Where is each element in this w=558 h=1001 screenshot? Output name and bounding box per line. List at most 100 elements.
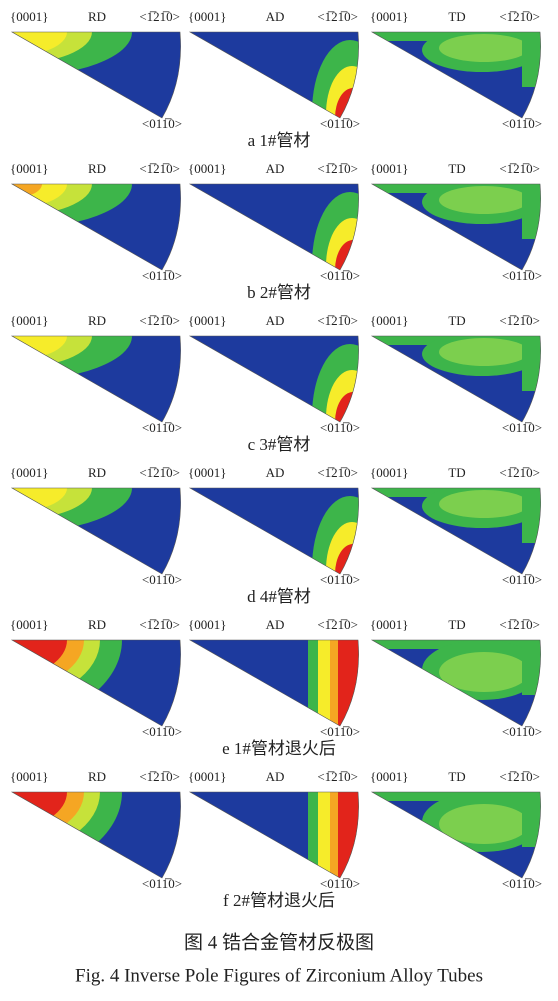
pole-label: {0001} xyxy=(10,9,48,24)
panel-caption: f 2#管材退火后 xyxy=(223,891,335,910)
texture-map xyxy=(372,792,541,878)
bottom-label: <011̅0> xyxy=(142,724,182,739)
texture-zone xyxy=(326,66,359,118)
texture-zone xyxy=(335,544,359,574)
texture-zone xyxy=(522,640,541,695)
pole-label: {0001} xyxy=(188,769,226,784)
wedge-outline xyxy=(370,31,541,119)
texture-zone xyxy=(335,88,359,118)
texture-zone xyxy=(522,336,541,391)
bottom-label: <011̅0> xyxy=(502,724,542,739)
wedge-outline xyxy=(370,639,541,727)
texture-zone xyxy=(338,640,359,726)
bottom-label: <011̅0> xyxy=(502,420,542,435)
figure-caption-zh: 图 4 锆合金管材反极图 xyxy=(184,931,374,953)
wedge-outline xyxy=(10,487,181,575)
top-right-label: <1̅21̅0> xyxy=(317,617,358,632)
texture-map xyxy=(190,640,359,726)
wedge-outline xyxy=(10,639,181,727)
top-right-label: <1̅21̅0> xyxy=(499,313,540,328)
bottom-label: <011̅0> xyxy=(320,268,360,283)
direction-label: TD xyxy=(448,9,465,24)
pole-figure xyxy=(188,791,359,879)
texture-zone xyxy=(12,336,132,381)
top-right-label: <1̅21̅0> xyxy=(317,313,358,328)
pole-label: {0001} xyxy=(188,9,226,24)
texture-zone xyxy=(12,336,67,360)
bottom-label: <011̅0> xyxy=(142,572,182,587)
texture-map xyxy=(190,792,359,878)
wedge-outline xyxy=(188,639,359,727)
pole-label: {0001} xyxy=(370,9,408,24)
direction-label: TD xyxy=(448,465,465,480)
top-right-label: <1̅21̅0> xyxy=(317,769,358,784)
wedge-outline xyxy=(10,335,181,423)
texture-zone xyxy=(335,240,359,270)
top-right-label: <1̅21̅0> xyxy=(139,617,180,632)
bottom-label: <011̅0> xyxy=(502,116,542,131)
texture-zone xyxy=(326,370,359,422)
wedge-outline xyxy=(188,487,359,575)
pole-figure xyxy=(370,791,541,879)
bottom-label: <011̅0> xyxy=(320,420,360,435)
direction-label: AD xyxy=(266,617,285,632)
direction-label: RD xyxy=(88,9,106,24)
texture-zone xyxy=(12,184,67,208)
bottom-label: <011̅0> xyxy=(142,876,182,891)
pole-figure xyxy=(370,487,541,575)
wedge-outline xyxy=(188,183,359,271)
direction-label: TD xyxy=(448,617,465,632)
panel-caption: d 4#管材 xyxy=(247,587,311,606)
top-right-label: <1̅21̅0> xyxy=(499,617,540,632)
bottom-label: <011̅0> xyxy=(320,116,360,131)
pole-label: {0001} xyxy=(188,313,226,328)
wedge-outline xyxy=(188,31,359,119)
top-right-label: <1̅21̅0> xyxy=(317,9,358,24)
texture-zone xyxy=(326,218,359,270)
pole-figure xyxy=(370,335,541,423)
texture-zone xyxy=(439,804,529,844)
texture-zone xyxy=(12,184,132,229)
direction-label: RD xyxy=(88,465,106,480)
texture-zone xyxy=(439,652,529,692)
pole-label: {0001} xyxy=(10,313,48,328)
bottom-label: <011̅0> xyxy=(142,420,182,435)
direction-label: TD xyxy=(448,313,465,328)
pole-label: {0001} xyxy=(370,465,408,480)
direction-label: AD xyxy=(266,9,285,24)
wedge-outline xyxy=(370,487,541,575)
texture-zone xyxy=(335,392,359,422)
top-right-label: <1̅21̅0> xyxy=(499,161,540,176)
top-right-label: <1̅21̅0> xyxy=(139,313,180,328)
bottom-label: <011̅0> xyxy=(142,116,182,131)
top-right-label: <1̅21̅0> xyxy=(139,9,180,24)
wedge-outline xyxy=(188,335,359,423)
texture-map xyxy=(372,184,541,270)
bottom-label: <011̅0> xyxy=(502,876,542,891)
texture-zone xyxy=(522,32,541,87)
direction-label: TD xyxy=(448,769,465,784)
bottom-label: <011̅0> xyxy=(320,572,360,587)
texture-zone xyxy=(522,792,541,847)
pole-label: {0001} xyxy=(10,465,48,480)
pole-label: {0001} xyxy=(188,161,226,176)
top-right-label: <1̅21̅0> xyxy=(317,465,358,480)
wedge-outline xyxy=(10,183,181,271)
texture-zone xyxy=(522,184,541,239)
direction-label: RD xyxy=(88,313,106,328)
texture-zone xyxy=(338,792,359,878)
texture-map xyxy=(372,32,541,118)
bottom-label: <011̅0> xyxy=(320,724,360,739)
texture-zone xyxy=(12,184,42,198)
texture-map xyxy=(372,336,541,422)
pole-label: {0001} xyxy=(188,465,226,480)
texture-zone xyxy=(439,186,529,214)
pole-figure xyxy=(370,31,541,119)
pole-figure xyxy=(188,639,359,727)
texture-zone xyxy=(12,488,132,533)
pole-label: {0001} xyxy=(10,769,48,784)
direction-label: RD xyxy=(88,769,106,784)
wedge-outline xyxy=(370,335,541,423)
pole-label: {0001} xyxy=(370,161,408,176)
wedge-outline xyxy=(370,791,541,879)
